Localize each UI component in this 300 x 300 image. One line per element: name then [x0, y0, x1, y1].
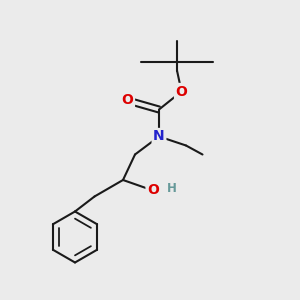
Text: O: O: [122, 94, 134, 107]
Text: O: O: [176, 85, 188, 98]
Text: N: N: [153, 130, 165, 143]
Text: H: H: [167, 182, 176, 195]
Text: O: O: [147, 184, 159, 197]
